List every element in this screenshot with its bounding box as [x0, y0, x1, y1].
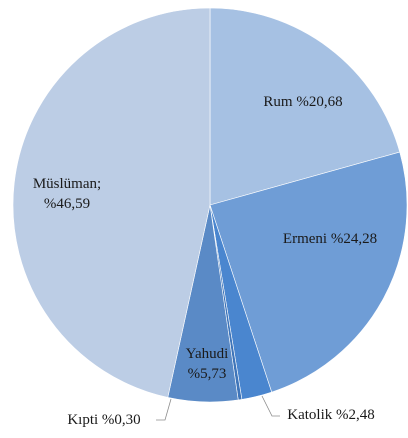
pie-slice-1 — [209, 151, 408, 393]
leader-line-3 — [156, 398, 172, 421]
slice-label-line: Yahudi — [186, 346, 229, 362]
slice-label-3: Kıpti %0,30 — [67, 412, 140, 428]
slice-label-5: Müslüman; %46,59 — [33, 176, 101, 212]
slice-label-line: %5,73 — [188, 366, 227, 382]
pie-slice-0 — [209, 7, 401, 206]
slice-label-2: Katolik %2,48 — [287, 407, 375, 423]
slice-label-line: Rum %20,68 — [263, 94, 342, 110]
pie-slices — [12, 7, 408, 403]
slice-label-line: Kıpti %0,30 — [67, 412, 140, 428]
pie-leader-lines — [156, 395, 280, 421]
slice-label-line: Müslüman; — [33, 176, 101, 192]
leader-line-2 — [261, 395, 280, 417]
slice-label-1: Ermeni %24,28 — [283, 231, 377, 247]
slice-label-0: Rum %20,68 — [263, 94, 342, 110]
slice-label-4: Yahudi %5,73 — [186, 346, 229, 382]
pie-slice-5 — [12, 7, 211, 398]
pie-labels: Rum %20,68 Ermeni %24,28 Katolik %2,48 Kıpt… — [33, 94, 377, 428]
slice-label-line: Ermeni %24,28 — [283, 231, 377, 247]
slice-label-line: %46,59 — [44, 196, 90, 212]
slice-label-line: Katolik %2,48 — [287, 407, 375, 423]
